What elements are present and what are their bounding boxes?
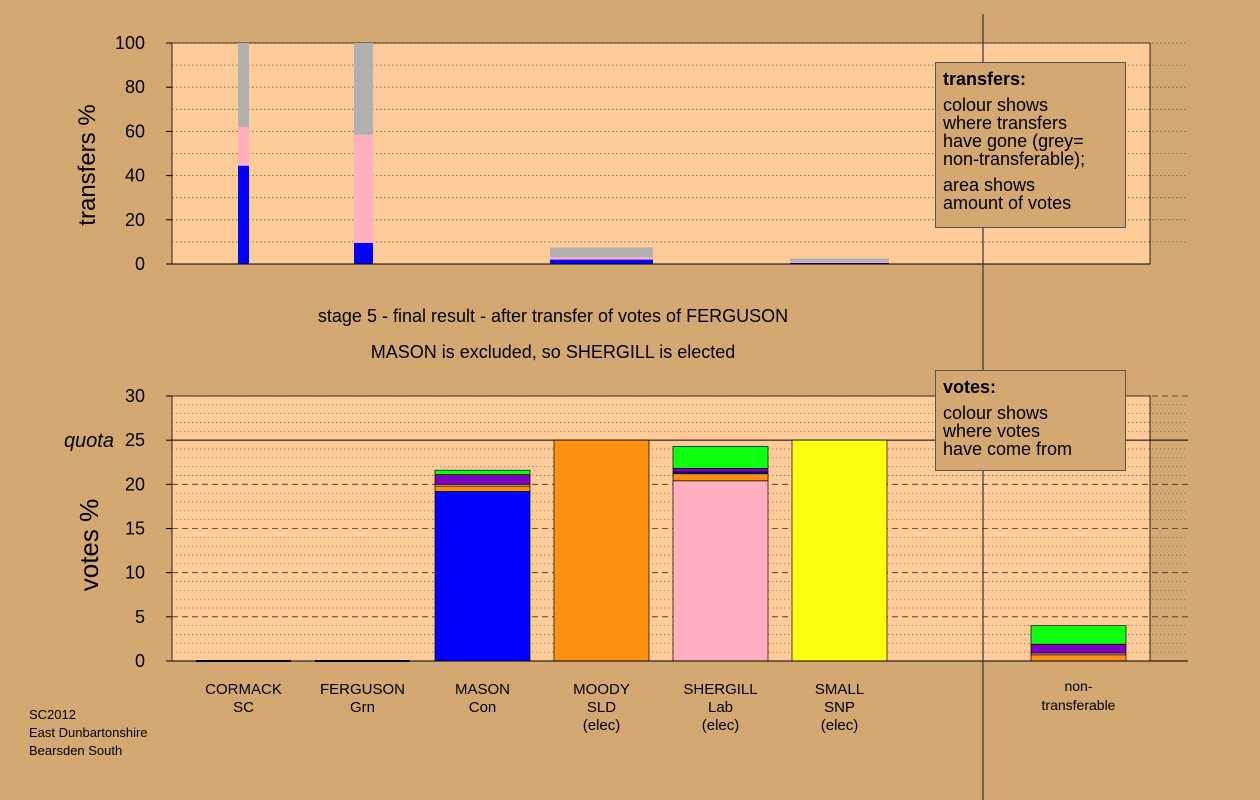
transfer-bar-segment [354,243,373,264]
transfer-bar-segment [790,261,889,263]
vote-bar-segment [434,469,531,475]
votes-legend-line: have come from [943,439,1073,459]
votes-legend-title: votes: [943,377,997,397]
category-label: SLD [587,699,616,716]
transfer-bar-segment [238,126,249,166]
transfer-bar-segment [238,165,249,264]
transfers-legend-line: amount of votes [943,193,1072,213]
y-tick-label: 60 [125,121,145,141]
category-label: (elec) [702,717,740,734]
transfers-legend-line: where transfers [943,113,1068,133]
category-label: (elec) [821,717,859,734]
votes-legend: votes: colour shows where votes have com… [935,370,1126,471]
y-tick-label: 0 [135,254,145,274]
category-label: transferable [1042,697,1116,713]
category-label: (elec) [583,717,621,734]
vote-bar-segment [672,480,769,662]
transfer-bar-segment [354,43,373,135]
transfer-bar-segment [550,259,653,264]
vote-bar-segment [434,485,531,492]
category-label: SC [233,699,254,716]
y-tick-label: 0 [135,651,145,671]
y-tick-label: 30 [125,386,145,406]
transfers-legend-title: transfers: [943,69,1027,89]
y-tick-label: 25 [125,430,145,450]
y-tick-label: 20 [125,474,145,494]
y-tick-label: 40 [125,166,145,186]
y-axis-label: transfers % [74,104,101,225]
category-label: Grn [350,699,375,716]
y-tick-label: 15 [125,519,145,539]
category-label: SMALL [815,681,864,698]
chart-subtitle: MASON is excluded, so SHERGILL is electe… [370,342,736,362]
category-label: Con [469,699,497,716]
category-label: Lab [708,699,733,716]
footer-caption: SC2012 East Dunbartonshire Bearsden Sout… [29,706,148,760]
vote-bar-segment [672,446,769,469]
transfers-legend-line: area shows [943,175,1036,195]
category-label: CORMACK [205,681,282,698]
transfers-legend-line: non-transferable); [943,149,1086,169]
vote-bar-segment [1030,625,1127,645]
vote-bar-segment [434,491,531,662]
category-label: MASON [455,681,510,698]
y-axis-label: votes % [74,499,104,592]
category-label: SNP [824,699,855,716]
transfer-bar-segment [354,134,373,244]
vote-bar-segment [672,468,769,473]
transfer-bar-segment [790,258,889,262]
y-tick-label: 5 [135,607,145,627]
vote-bar-segment [791,439,888,662]
votes-legend-line: colour shows [943,403,1049,423]
category-label: FERGUSON [320,681,405,698]
transfer-bar-segment [790,262,889,264]
transfers-legend-line: have gone (grey= [943,131,1084,151]
vote-bar-segment [1030,643,1127,654]
transfers-legend: transfers: colour shows where transfers … [935,62,1126,228]
category-label: SHERGILL [683,681,757,698]
footer-line: Bearsden South [29,743,123,758]
vote-bar-segment [1030,654,1127,662]
y-tick-label: 100 [115,33,145,53]
footer-line: East Dunbartonshire [29,725,148,740]
y-tick-label: 10 [125,563,145,583]
vote-bar-segment [434,474,531,485]
y-tick-label: 20 [125,210,145,230]
transfer-bar-segment [550,257,653,260]
category-label: MOODY [573,681,630,698]
vote-bar-segment [672,473,769,482]
category-label: non- [1064,678,1092,694]
transfers-legend-line: colour shows [943,95,1049,115]
transfer-bar-segment [238,43,249,127]
transfer-bar-segment [550,247,653,258]
quota-label: quota [64,430,114,452]
y-tick-label: 80 [125,77,145,97]
votes-legend-line: where votes [943,421,1041,441]
footer-line: SC2012 [29,707,76,722]
vote-bar-segment [553,439,650,662]
chart-title: stage 5 - final result - after transfer … [317,306,789,326]
